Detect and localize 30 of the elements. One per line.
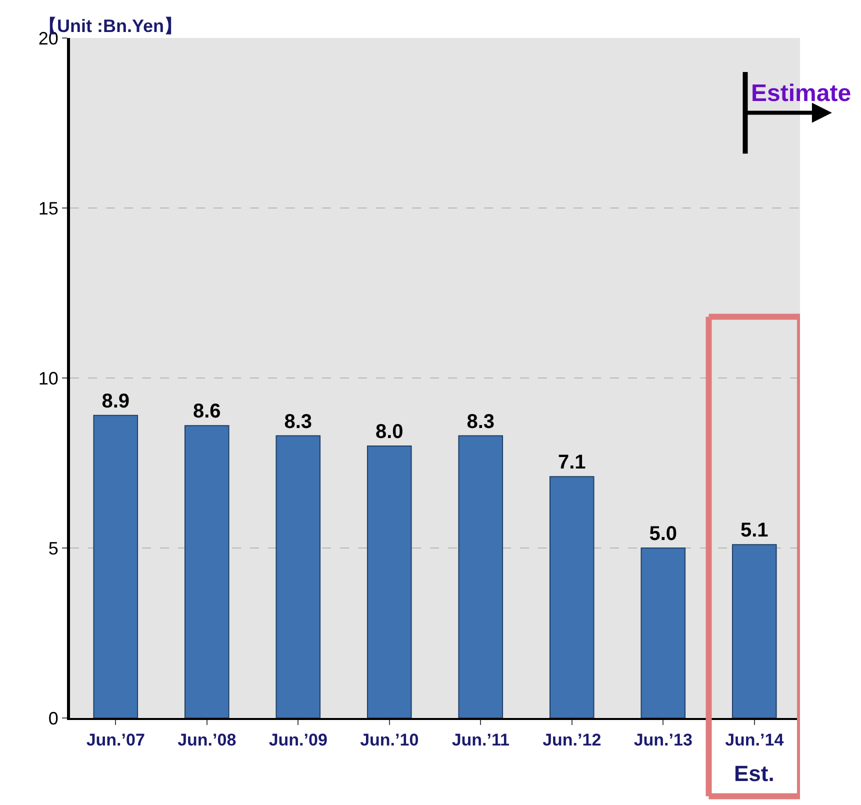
bar (732, 544, 777, 718)
bar (184, 425, 230, 718)
x-tick-label: Jun.’12 (542, 730, 602, 750)
x-tick-label: Jun.’13 (634, 730, 692, 750)
bar (458, 435, 504, 718)
bar (366, 446, 412, 718)
data-label: 8.0 (375, 421, 404, 443)
bar (640, 548, 686, 718)
y-tick-label: 0 (48, 708, 58, 728)
data-label: 8.9 (102, 390, 130, 412)
y-tick-label: 10 (38, 368, 58, 388)
text: Est. (734, 761, 774, 786)
bar (276, 435, 321, 718)
bar (549, 476, 594, 718)
x-tick-label: Jun.’08 (178, 730, 236, 750)
x-tick-label: Jun.’10 (360, 730, 419, 750)
x-tick-label: Jun.’09 (268, 730, 328, 750)
y-tick-label: 5 (48, 538, 58, 558)
y-tick-label: 15 (38, 198, 58, 218)
x-tick-label: Jun.’07 (86, 730, 145, 750)
x-tick-label: Jun.’11 (452, 730, 510, 750)
data-label: 5.0 (649, 523, 678, 545)
data-label: 8.6 (192, 400, 221, 423)
data-label: 8.3 (466, 410, 495, 433)
x-tick-label: Jun.’14 (725, 730, 784, 750)
annotation: Estimate (751, 80, 852, 107)
data-label: 5.1 (740, 520, 768, 542)
data-label: 8.3 (284, 410, 312, 433)
data-label: 7.1 (558, 452, 586, 474)
bar (93, 414, 138, 718)
